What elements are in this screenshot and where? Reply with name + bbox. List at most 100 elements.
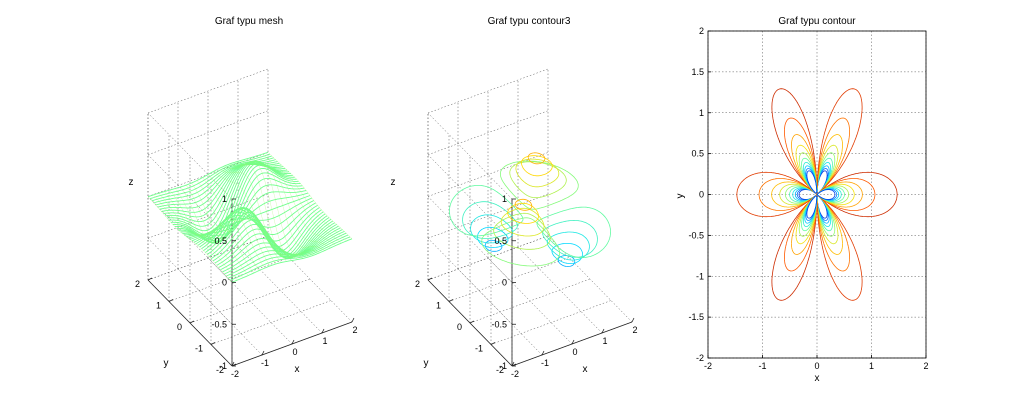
- contour3-wall-gridline: [427, 238, 513, 325]
- contour-xlabel: x: [815, 373, 820, 384]
- contour3-y-tick: [448, 299, 454, 302]
- mesh-floor-gridline: [210, 300, 332, 345]
- contour-level: [758, 117, 850, 272]
- contour-x-tick-label: -2: [704, 361, 712, 371]
- mesh-column: [158, 193, 244, 278]
- mesh-wall-gridline: [147, 235, 269, 281]
- contour3-panel: Graf typu contour3 -2-1012-2-1012-1-0.50…: [391, 16, 638, 379]
- contour-title: Graf typu contour: [778, 16, 856, 27]
- mesh-x-tick: [321, 328, 325, 334]
- contour3-x-tick: [571, 339, 575, 345]
- contour3-wall-gridline: [427, 235, 549, 281]
- contour-y-tick-label: 2: [699, 26, 704, 36]
- mesh-column: [147, 196, 233, 283]
- contour3-floor-gridline: [469, 278, 591, 324]
- contour3-level: [493, 161, 567, 250]
- contour3-x-tick-label: 0: [572, 347, 577, 357]
- mesh-column: [186, 184, 271, 267]
- mesh-y-tick: [189, 320, 195, 324]
- contour3-z-tick-label: -0.5: [491, 319, 507, 329]
- contour3-level: [507, 155, 553, 224]
- contour3-y-tick: [469, 320, 475, 324]
- contour3-x-tick-label: -2: [511, 369, 519, 379]
- contour-x-tick-label: 0: [814, 361, 819, 371]
- mesh-surface: [147, 151, 353, 283]
- contour3-floor-gridline: [490, 300, 612, 345]
- mesh-y-tick: [168, 299, 174, 302]
- mesh-y-tick-label: 0: [177, 322, 182, 332]
- contour3-x-tick: [631, 317, 635, 323]
- contour3-wall-gridline: [427, 112, 513, 200]
- mesh-column: [267, 152, 353, 239]
- mesh-wall-gridline: [147, 112, 233, 200]
- mesh-x-tick: [261, 350, 265, 356]
- contour3-ylabel: y: [424, 358, 429, 369]
- contour3-x-tick: [601, 328, 605, 334]
- contour-ylabel: y: [675, 194, 686, 199]
- contour3-wall-gridline: [427, 196, 513, 283]
- contour3-y-tick-label: -1: [475, 344, 483, 354]
- contour3-y-tick-label: 2: [415, 279, 420, 289]
- mesh-wall-gridline: [147, 110, 269, 155]
- mesh-x-tick: [351, 317, 355, 323]
- mesh-wall-gridline: [147, 154, 233, 241]
- contour3-x-tick-label: -1: [541, 358, 549, 368]
- contour3-z-tick-label: -1: [499, 361, 507, 371]
- mesh-column: [224, 164, 309, 259]
- mesh-z-tick-label: -1: [219, 361, 227, 371]
- mesh-column: [240, 160, 325, 251]
- contour-y-tick-label: -0.5: [688, 230, 704, 240]
- mesh-column: [169, 189, 254, 274]
- mesh-y-tick: [147, 277, 153, 281]
- contour3-wall-gridline: [427, 152, 549, 197]
- contour3-y-tick-label: -2: [496, 365, 504, 375]
- mesh-wall-gridline: [147, 238, 233, 325]
- contour3-level: [470, 214, 590, 261]
- mesh-column: [191, 182, 276, 265]
- mesh-column: [175, 188, 260, 271]
- contour3-level: [514, 152, 546, 211]
- mesh-y-tick-label: -1: [195, 344, 203, 354]
- mesh-x-tick: [231, 361, 235, 367]
- contour-x-tick-label: 2: [923, 361, 928, 371]
- contour3-x-tick: [541, 350, 545, 356]
- contour3-title: Graf typu contour3: [488, 16, 571, 27]
- mesh-x-tick-label: -2: [231, 369, 239, 379]
- mesh-ylabel: y: [164, 358, 169, 369]
- mesh-column: [246, 158, 331, 249]
- contour-curves: [736, 88, 898, 301]
- contour3-x-tick-label: 2: [632, 325, 637, 335]
- contour3-xlabel: x: [583, 364, 588, 375]
- contour3-wall-gridline: [427, 154, 513, 241]
- contour-y-tick-label: -1: [696, 271, 704, 281]
- contour-y-tick-label: -2: [696, 353, 704, 363]
- contour3-level: [462, 201, 598, 258]
- mesh-wall-gridline: [147, 68, 269, 114]
- mesh-column: [218, 168, 304, 259]
- contour3-x-tick-label: 1: [602, 336, 607, 346]
- contour3-wall-gridline: [427, 194, 549, 239]
- mesh-y-tick: [210, 342, 216, 345]
- mesh-y-tick-label: -2: [216, 365, 224, 375]
- contour-level: [784, 117, 876, 272]
- contour-y-tick-label: 0.5: [691, 149, 704, 159]
- contour3-y-tick: [427, 277, 433, 281]
- contour3-level: [481, 160, 579, 267]
- contour-panel: Graf typu contour -2 -1 0 1 2 -2 -1.5 -1 -0.5 0 0.…: [675, 16, 929, 384]
- contour-tick-labels: -2 -1 0 1 2 -2 -1.5 -1 -0.5 0 0.5 1 1.5 2: [688, 26, 928, 371]
- mesh-column: [256, 155, 342, 244]
- mesh-floor-gridline: [189, 278, 311, 324]
- mesh-x-tick-label: 2: [352, 325, 357, 335]
- contour3-level: [449, 185, 611, 258]
- contour-level: [806, 170, 836, 219]
- mesh-x-tick: [291, 339, 295, 345]
- contour3-z-tick-label: 0.5: [494, 236, 507, 246]
- contour3-level: [484, 239, 576, 267]
- mesh-floor-gridline: [267, 235, 353, 323]
- mesh-z-tick-label: 0.5: [214, 236, 227, 246]
- contour3-z-tick-label: 0: [502, 278, 507, 288]
- contour3-zlabel: z: [391, 177, 396, 188]
